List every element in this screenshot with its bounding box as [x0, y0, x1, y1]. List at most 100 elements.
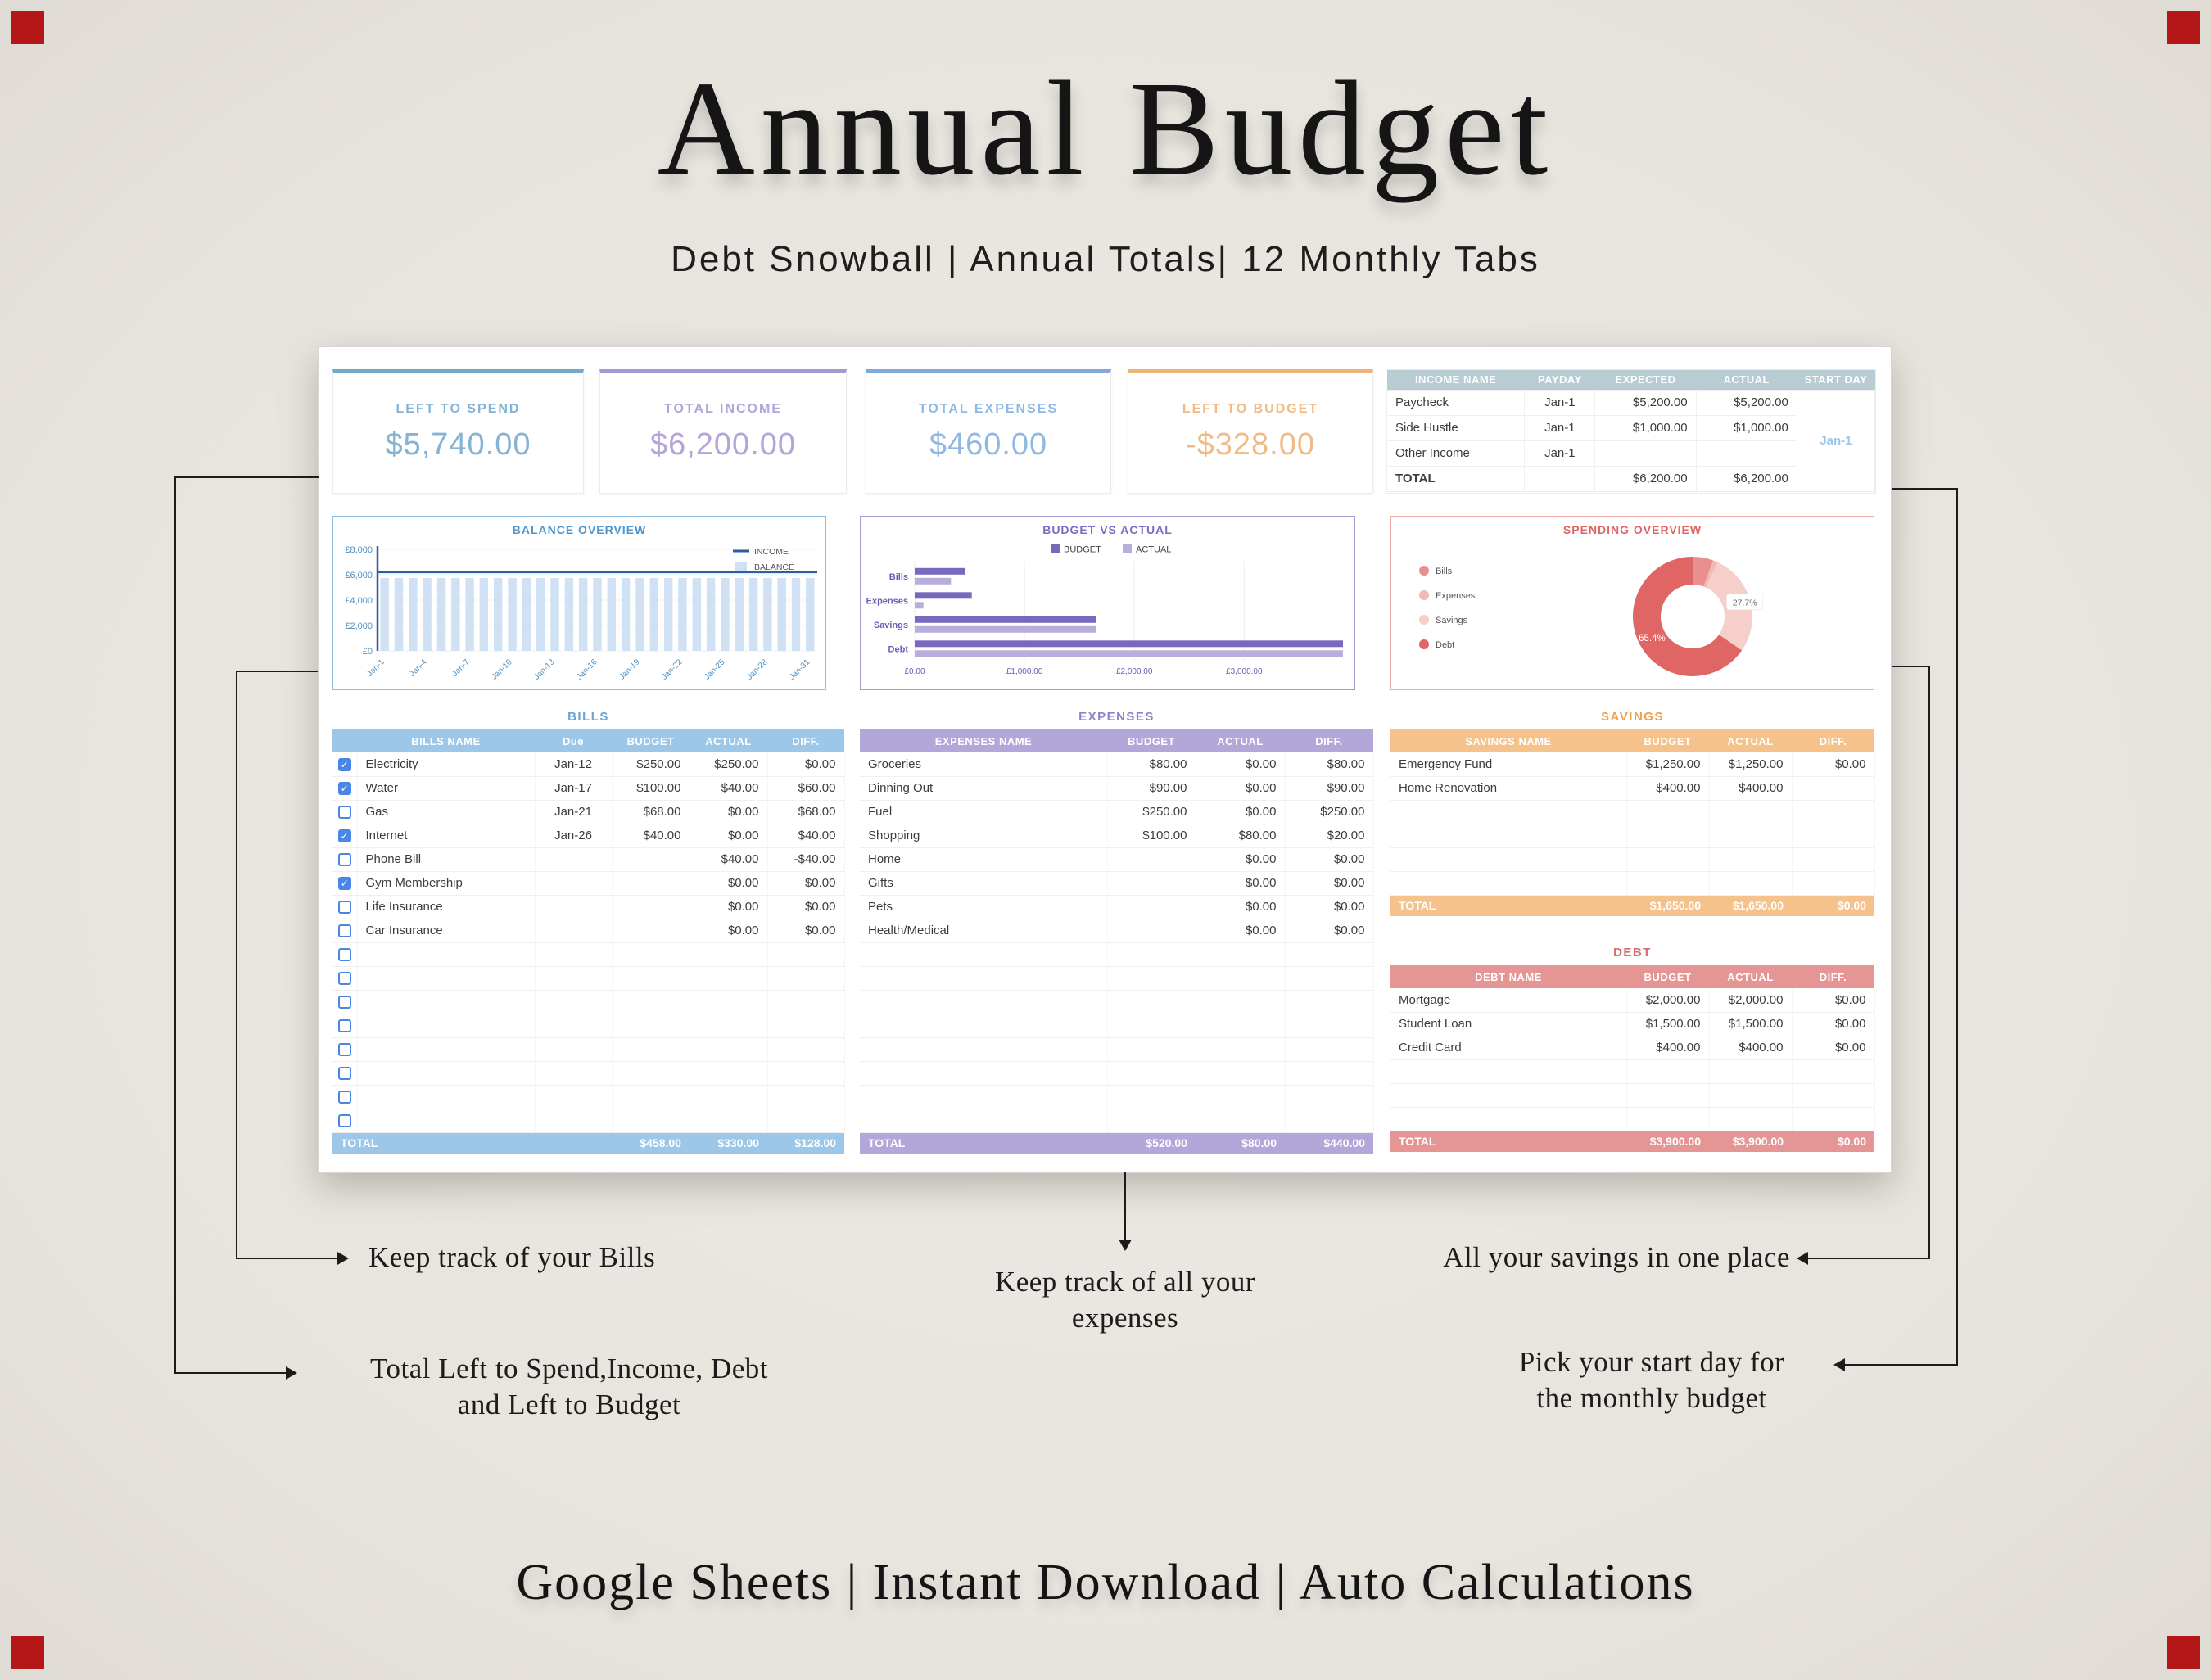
bills-due-cell[interactable]	[535, 847, 613, 872]
income-name-cell[interactable]: Paycheck	[1386, 389, 1526, 416]
income-payday-cell[interactable]: Jan-1	[1524, 440, 1596, 467]
expenses-name-cell[interactable]: Shopping	[860, 824, 1108, 848]
bills-header-cell[interactable]: ACTUAL	[705, 734, 752, 747]
bills-budget-cell[interactable]	[612, 919, 690, 943]
checkbox[interactable]: ✓	[337, 782, 351, 796]
debt-header-cell[interactable]: ACTUAL	[1727, 970, 1774, 983]
expenses-name-cell[interactable]: Fuel	[860, 800, 1108, 824]
bills-due-cell[interactable]: Jan-12	[535, 752, 613, 777]
income-expected-cell[interactable]: $5,200.00	[1594, 389, 1697, 416]
bills-name-cell[interactable]: Gym Membership	[357, 871, 536, 896]
expenses-diff-cell[interactable]: $80.00	[1285, 752, 1374, 777]
bills-name-cell[interactable]: Internet	[357, 824, 536, 848]
expenses-diff-cell[interactable]: $0.00	[1285, 871, 1374, 896]
expenses-diff-cell[interactable]: $0.00	[1285, 919, 1374, 943]
expenses-diff-cell[interactable]: $20.00	[1285, 824, 1374, 848]
bills-name-cell[interactable]: Life Insurance	[357, 895, 536, 919]
bills-name-cell[interactable]: Car Insurance	[357, 919, 536, 943]
expenses-actual-cell[interactable]: $0.00	[1196, 919, 1286, 943]
savings-budget-cell[interactable]: $1,250.00	[1626, 752, 1710, 777]
income-expected-cell[interactable]: $1,000.00	[1594, 414, 1697, 441]
income-name-cell[interactable]: Side Hustle	[1386, 414, 1526, 441]
debt-name-cell[interactable]: Student Loan	[1390, 1012, 1627, 1036]
savings-name-cell[interactable]: Home Renovation	[1390, 776, 1627, 801]
checkbox[interactable]	[337, 948, 351, 962]
expenses-budget-cell[interactable]: $90.00	[1107, 776, 1196, 801]
start-day-cell[interactable]: Jan-1	[1796, 389, 1876, 492]
savings-header-cell[interactable]: SAVINGS NAME	[1465, 734, 1552, 747]
expenses-budget-cell[interactable]: $250.00	[1107, 800, 1196, 824]
income-actual-cell[interactable]: $6,200.00	[1695, 465, 1797, 492]
bills-actual-cell[interactable]: $0.00	[690, 824, 768, 848]
expenses-actual-cell[interactable]: $0.00	[1196, 752, 1286, 777]
income-payday-cell[interactable]: Jan-1	[1524, 389, 1596, 416]
balance-overview-chart[interactable]: BALANCE OVERVIEW £0 £2,000 £4,000 £6,000 £8,…	[332, 516, 826, 690]
income-actual-cell[interactable]: $5,200.00	[1695, 389, 1797, 416]
savings-actual-cell[interactable]: $1,250.00	[1709, 752, 1793, 777]
bills-diff-cell[interactable]: $0.00	[767, 871, 845, 896]
expenses-budget-cell[interactable]: $100.00	[1107, 824, 1196, 848]
bills-due-cell[interactable]	[535, 919, 613, 943]
savings-header-cell[interactable]: ACTUAL	[1727, 734, 1774, 747]
bills-actual-cell[interactable]: $40.00	[690, 776, 768, 801]
expenses-budget-cell[interactable]	[1107, 895, 1196, 919]
savings-diff-cell[interactable]: $0.00	[1792, 752, 1875, 777]
income-header-cell[interactable]: PAYDAY	[1537, 373, 1582, 386]
checkbox[interactable]	[337, 853, 351, 867]
bills-diff-cell[interactable]: $60.00	[767, 776, 845, 801]
bills-budget-cell[interactable]: $68.00	[612, 800, 690, 824]
expenses-header-cell[interactable]: ACTUAL	[1217, 734, 1264, 747]
savings-actual-cell[interactable]: $400.00	[1709, 776, 1793, 801]
income-payday-cell[interactable]	[1524, 465, 1596, 492]
expenses-header-cell[interactable]: DIFF.	[1315, 734, 1343, 747]
debt-budget-cell[interactable]: $400.00	[1626, 1036, 1710, 1060]
bills-header-cell[interactable]: BUDGET	[626, 734, 675, 747]
income-header-cell[interactable]: INCOME NAME	[1414, 373, 1497, 386]
checkbox[interactable]	[337, 1067, 351, 1081]
debt-budget-cell[interactable]: $2,000.00	[1626, 988, 1710, 1013]
bills-header-cell[interactable]: Due	[562, 734, 585, 747]
bills-due-cell[interactable]: Jan-17	[535, 776, 613, 801]
bills-actual-cell[interactable]: $0.00	[690, 919, 768, 943]
savings-name-cell[interactable]: Emergency Fund	[1390, 752, 1627, 777]
bills-diff-cell[interactable]: -$40.00	[767, 847, 845, 872]
bills-diff-cell[interactable]: $0.00	[767, 752, 845, 777]
checkbox[interactable]	[337, 972, 351, 986]
bills-header-cell[interactable]: DIFF.	[792, 734, 820, 747]
expenses-actual-cell[interactable]: $80.00	[1196, 824, 1286, 848]
checkbox[interactable]	[337, 806, 351, 820]
bills-actual-cell[interactable]: $0.00	[690, 871, 768, 896]
expenses-diff-cell[interactable]: $90.00	[1285, 776, 1374, 801]
debt-diff-cell[interactable]: $0.00	[1792, 1012, 1875, 1036]
bills-diff-cell[interactable]: $68.00	[767, 800, 845, 824]
expenses-name-cell[interactable]: Groceries	[860, 752, 1108, 777]
bills-budget-cell[interactable]: $40.00	[612, 824, 690, 848]
income-name-cell[interactable]: TOTAL	[1386, 465, 1526, 492]
checkbox[interactable]: ✓	[337, 829, 351, 843]
income-header-cell[interactable]: START DAY	[1804, 373, 1868, 386]
bills-diff-cell[interactable]: $0.00	[767, 919, 845, 943]
checkbox[interactable]	[337, 1043, 351, 1057]
debt-actual-cell[interactable]: $400.00	[1709, 1036, 1793, 1060]
debt-name-cell[interactable]: Credit Card	[1390, 1036, 1627, 1060]
expenses-budget-cell[interactable]	[1107, 919, 1196, 943]
checkbox[interactable]	[337, 1114, 351, 1128]
bills-actual-cell[interactable]: $0.00	[690, 800, 768, 824]
expenses-diff-cell[interactable]: $0.00	[1285, 895, 1374, 919]
expenses-actual-cell[interactable]: $0.00	[1196, 800, 1286, 824]
savings-diff-cell[interactable]	[1792, 776, 1875, 801]
bills-due-cell[interactable]	[535, 895, 613, 919]
debt-actual-cell[interactable]: $1,500.00	[1709, 1012, 1793, 1036]
debt-name-cell[interactable]: Mortgage	[1390, 988, 1627, 1013]
income-expected-cell[interactable]	[1594, 440, 1697, 467]
income-actual-cell[interactable]: $1,000.00	[1695, 414, 1797, 441]
expenses-diff-cell[interactable]: $0.00	[1285, 847, 1374, 872]
bills-budget-cell[interactable]	[612, 871, 690, 896]
bills-due-cell[interactable]	[535, 871, 613, 896]
bills-actual-cell[interactable]: $0.00	[690, 895, 768, 919]
checkbox[interactable]	[337, 924, 351, 938]
bills-budget-cell[interactable]: $100.00	[612, 776, 690, 801]
checkbox[interactable]: ✓	[337, 757, 351, 771]
expenses-header-cell[interactable]: EXPENSES NAME	[934, 734, 1033, 747]
income-header-cell[interactable]: EXPECTED	[1615, 373, 1676, 386]
